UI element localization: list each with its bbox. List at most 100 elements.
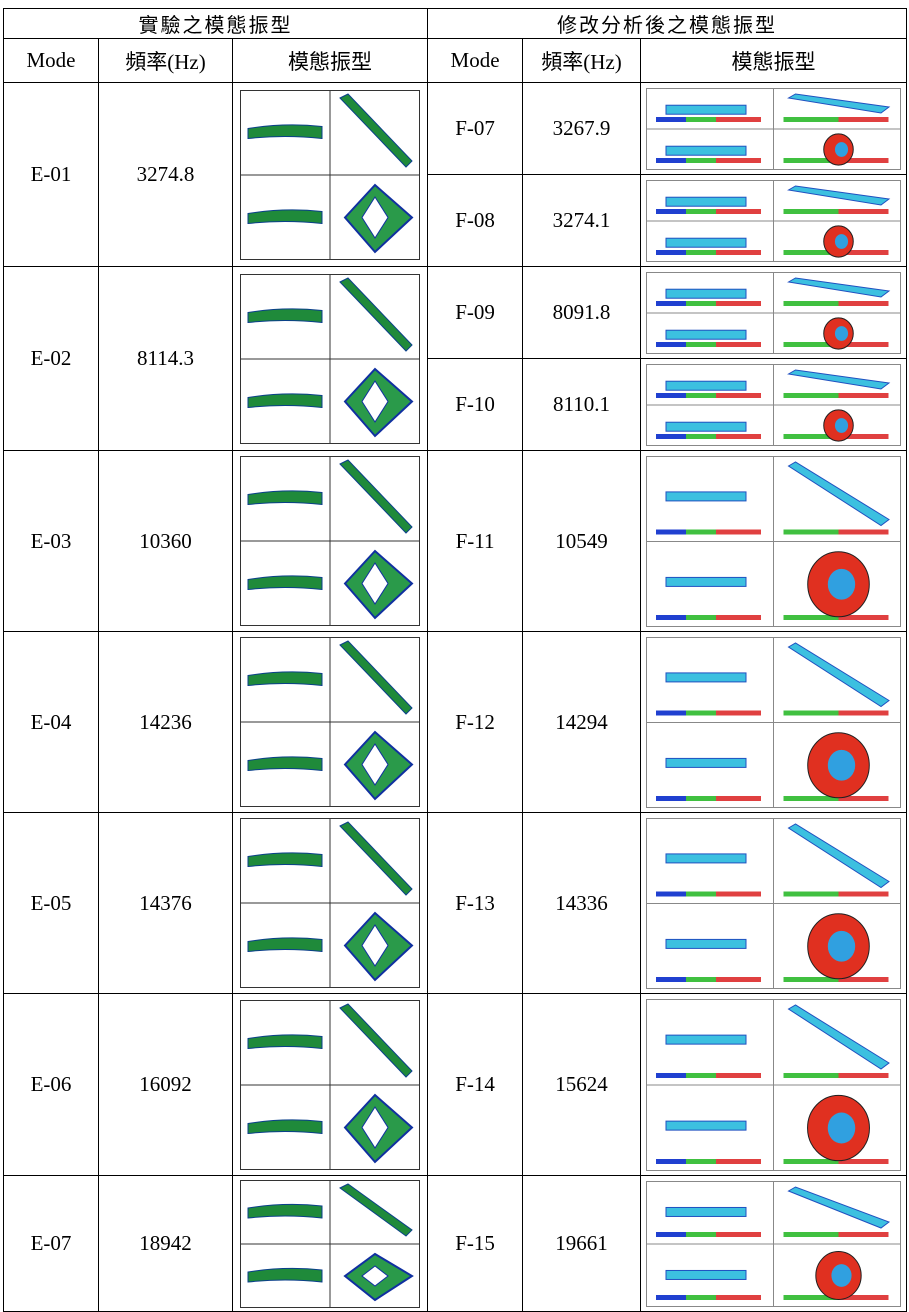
shape xyxy=(248,124,322,138)
mode-cell: E-05 xyxy=(4,813,99,994)
frequency-cell: 14376 xyxy=(99,813,233,994)
column-header: 頻率(Hz) xyxy=(99,39,233,83)
shape xyxy=(248,393,322,407)
table-row: E-0514376F-1314336 xyxy=(4,813,907,994)
shape-frame xyxy=(666,146,746,155)
frequency-cell: 18942 xyxy=(99,1176,233,1312)
frequency-cell: 14336 xyxy=(523,813,641,994)
mode-cell: F-07 xyxy=(428,83,523,175)
mode-shape-image xyxy=(240,1000,420,1170)
shape-frame xyxy=(784,1232,839,1237)
frequency-cell: 14294 xyxy=(523,632,641,813)
shape-frame xyxy=(656,1232,686,1237)
image-cell xyxy=(641,1176,907,1312)
column-header: 頻率(Hz) xyxy=(523,39,641,83)
mode-cell: E-02 xyxy=(4,267,99,451)
group-header: 實驗之模態振型 xyxy=(4,9,428,39)
shape-frame xyxy=(656,342,686,347)
shape-frame xyxy=(656,250,686,255)
mode-shape-image xyxy=(240,274,420,444)
shape-frame xyxy=(666,1270,746,1279)
mode-shape-image xyxy=(646,180,901,262)
image-cell xyxy=(233,994,428,1176)
shape-frame xyxy=(784,891,839,896)
image-cell xyxy=(233,813,428,994)
frequency-cell: 10549 xyxy=(523,451,641,632)
shape-frame xyxy=(784,117,839,122)
shape-frame xyxy=(656,434,686,439)
image-cell xyxy=(233,632,428,813)
column-header-row: Mode 頻率(Hz) 模態振型 Mode 頻率(Hz) 模態振型 xyxy=(4,39,907,83)
group-header: 修改分析後之模態振型 xyxy=(428,9,907,39)
mode-shape-image xyxy=(646,999,901,1171)
shape-frame xyxy=(656,529,686,534)
frequency-cell: 3274.1 xyxy=(523,175,641,267)
shape-frame xyxy=(784,301,839,306)
frequency-cell: 15624 xyxy=(523,994,641,1176)
shape-frame xyxy=(656,1295,686,1300)
mode-cell: F-08 xyxy=(428,175,523,267)
table-row: E-0310360F-1110549 xyxy=(4,451,907,632)
column-header: Mode xyxy=(428,39,523,83)
mode-shape-image xyxy=(646,272,901,354)
frequency-cell: 8091.8 xyxy=(523,267,641,359)
image-cell xyxy=(233,83,428,267)
mode-shape-image xyxy=(240,90,420,260)
mode-shape-image xyxy=(646,456,901,627)
frequency-cell: 3274.8 xyxy=(99,83,233,267)
shape-frame xyxy=(666,197,746,206)
body: 實驗之模態振型 修改分析後之模態振型 Mode 頻率(Hz) 模態振型 Mode… xyxy=(0,0,909,1311)
shape-frame xyxy=(784,529,839,534)
mode-shape-image xyxy=(646,88,901,170)
frequency-cell: 10360 xyxy=(99,451,233,632)
shape-frame xyxy=(666,853,746,862)
frequency-cell: 3267.9 xyxy=(523,83,641,175)
column-header: 模態振型 xyxy=(641,39,907,83)
shape-frame xyxy=(666,381,746,390)
mode-cell: E-07 xyxy=(4,1176,99,1312)
image-cell xyxy=(641,83,907,175)
image-cell xyxy=(641,451,907,632)
shape-frame xyxy=(666,672,746,681)
image-cell xyxy=(641,175,907,267)
shape-frame xyxy=(656,1073,686,1078)
image-cell xyxy=(233,1176,428,1312)
shape-frame xyxy=(784,1073,839,1078)
shape-frame xyxy=(666,491,746,500)
shape xyxy=(248,938,322,952)
shape xyxy=(248,308,322,322)
shape-frame xyxy=(656,796,686,801)
image-cell xyxy=(641,813,907,994)
shape xyxy=(835,142,848,157)
shape-frame xyxy=(666,939,746,948)
shape xyxy=(828,749,855,780)
mode-cell: F-15 xyxy=(428,1176,523,1312)
mode-table: 實驗之模態振型 修改分析後之模態振型 Mode 頻率(Hz) 模態振型 Mode… xyxy=(3,8,907,1312)
table-row: E-028114.3F-098091.8 xyxy=(4,267,907,359)
mode-shape-image xyxy=(646,637,901,808)
shape-frame xyxy=(666,577,746,586)
shape-frame xyxy=(666,1035,746,1044)
shape-frame xyxy=(656,301,686,306)
table-row: E-013274.8F-073267.9 xyxy=(4,83,907,175)
shape-frame xyxy=(666,330,746,339)
frequency-cell: 14236 xyxy=(99,632,233,813)
mode-cell: F-11 xyxy=(428,451,523,632)
shape xyxy=(835,326,848,341)
shape xyxy=(835,234,848,249)
shape xyxy=(248,1204,322,1218)
shape-frame xyxy=(784,209,839,214)
mode-cell: E-04 xyxy=(4,632,99,813)
shape xyxy=(248,576,322,590)
shape xyxy=(828,930,855,961)
shape-frame xyxy=(656,209,686,214)
shape-frame xyxy=(656,891,686,896)
frequency-cell: 16092 xyxy=(99,994,233,1176)
shape xyxy=(248,672,322,686)
mode-cell: F-12 xyxy=(428,632,523,813)
group-header-row: 實驗之模態振型 修改分析後之模態振型 xyxy=(4,9,907,39)
shape-frame xyxy=(784,710,839,715)
frequency-cell: 8110.1 xyxy=(523,359,641,451)
mode-shape-image xyxy=(646,818,901,989)
